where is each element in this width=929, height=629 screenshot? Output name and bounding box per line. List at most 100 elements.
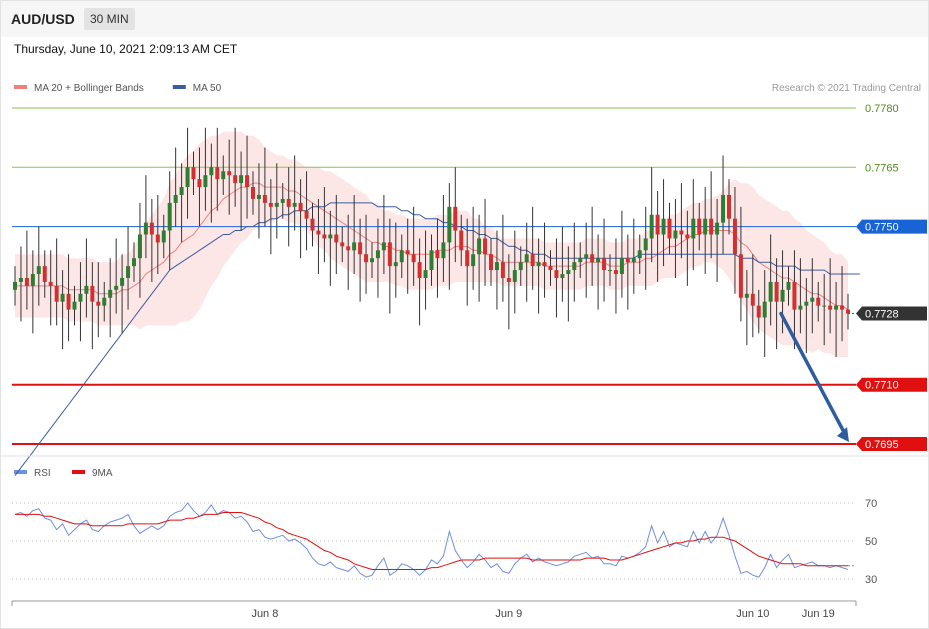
candle-body-91	[554, 270, 559, 278]
rsi-tick-70: 70	[865, 498, 877, 510]
candle-body-41	[256, 194, 261, 199]
candle-body-84	[512, 270, 517, 282]
candle-body-3	[30, 274, 35, 286]
candle-body-136	[822, 305, 827, 307]
candle-body-5	[42, 266, 47, 282]
candle-body-6	[48, 281, 53, 286]
candle-body-48	[298, 202, 303, 211]
candle-body-50	[310, 218, 315, 231]
candle-body-20	[132, 258, 136, 267]
candle-body-140	[846, 309, 850, 314]
candle-body-16	[108, 289, 113, 298]
candle-body-15	[102, 297, 107, 306]
legend-swatch-1	[172, 85, 186, 89]
rsi-line	[14, 502, 849, 578]
rsi-legend-swatch-1	[72, 470, 85, 474]
candle-body-126	[762, 301, 767, 318]
candle-body-96	[584, 254, 589, 259]
candle-body-38	[239, 175, 244, 184]
candle-body-125	[756, 305, 761, 318]
candle-body-108	[655, 214, 660, 235]
candle-body-134	[810, 297, 815, 302]
candle-body-42	[262, 194, 267, 203]
x-axis: Jun 8 Jun 9 Jun 10 Jun 19	[11, 600, 857, 620]
candle-body-130	[786, 281, 791, 290]
level-label-0-7695: 0.7695	[865, 439, 899, 451]
candle-body-116	[703, 218, 708, 235]
candle-body-25	[161, 230, 166, 243]
candle-body-82	[500, 262, 505, 278]
candle-body-21	[137, 234, 142, 259]
forecast-arrow-shaft	[779, 311, 847, 436]
candle-body-1	[18, 277, 23, 282]
candle-body-70	[429, 250, 434, 271]
candle-body-79	[483, 238, 488, 255]
level-label-0-7750: 0.7750	[865, 222, 899, 234]
candle-body-75	[459, 230, 464, 251]
candle-body-128	[774, 281, 779, 302]
candle-body-117	[709, 218, 714, 235]
candle-body-78	[477, 238, 482, 255]
x-tick-1: Jun 9	[495, 608, 522, 620]
rsi-legend-swatch-0	[14, 470, 27, 474]
candle-body-85	[518, 262, 523, 271]
candle-body-77	[471, 254, 476, 267]
candle-body-72	[441, 242, 446, 259]
candle-body-112	[679, 230, 684, 235]
rsi-legend-label-0: RSI	[34, 468, 51, 479]
level-tag-0-7750	[856, 219, 927, 234]
candle-body-132	[798, 305, 803, 310]
candle-body-101	[613, 270, 618, 275]
candle-body-11	[78, 293, 83, 302]
candle-body-64	[393, 262, 398, 267]
credit-text: Research © 2021 Trading Central	[772, 83, 921, 94]
candle-body-106	[643, 238, 648, 251]
rsi-tick-50: 50	[865, 536, 877, 548]
candle-body-115	[697, 218, 702, 235]
level-label-0-7728: 0.7728	[865, 309, 899, 321]
x-tick-2: Jun 10	[736, 608, 769, 620]
candle-body-46	[286, 198, 291, 207]
level-tag-0-7695	[856, 437, 927, 451]
candle-body-22	[143, 222, 148, 235]
legend-swatch-0	[14, 85, 27, 89]
price-level-labels: 0.7780 0.7765 0.7750 0.7728 0.7710 0.7695	[856, 103, 927, 451]
candle-body-52	[322, 234, 327, 239]
forecast-arrow	[779, 311, 849, 442]
candle-body-119	[721, 194, 726, 223]
candle-body-57	[352, 242, 357, 251]
candle-body-26	[167, 202, 172, 231]
candle-body-92	[560, 274, 565, 278]
rsi-panel: 70 50 30	[1, 455, 928, 586]
chart-datetime: Thursday, June 10, 2021 2:09:13 AM CET	[14, 42, 238, 56]
level-label-0-7780: 0.7780	[865, 103, 899, 115]
timeframe-button[interactable]: 30 MIN	[84, 8, 135, 30]
candle-body-131	[792, 281, 797, 310]
candle-body-89	[542, 262, 547, 267]
candle-body-87	[530, 254, 535, 267]
candle-body-110	[667, 218, 672, 239]
candle-body-44	[274, 202, 279, 207]
rsi-legend: RSI 9MA	[14, 468, 113, 479]
candle-body-24	[155, 234, 160, 243]
candle-body-28	[179, 187, 184, 195]
candle-body-7	[54, 285, 59, 302]
candle-body-45	[280, 198, 285, 203]
candle-body-47	[292, 202, 297, 207]
candle-body-69	[423, 270, 428, 278]
candle-body-135	[816, 297, 821, 306]
candle-body-9	[66, 293, 71, 310]
rsi-legend-label-1: 9MA	[92, 468, 113, 479]
candle-body-27	[173, 194, 178, 203]
candle-body-60	[370, 258, 374, 263]
candle-body-2	[24, 277, 29, 286]
x-tick-3: Jun 19	[802, 608, 835, 620]
x-tick-0: Jun 8	[251, 608, 278, 620]
candle-body-80	[489, 254, 493, 271]
candle-body-37	[233, 175, 238, 184]
candle-body-103	[625, 258, 630, 263]
candle-body-49	[304, 210, 309, 219]
candle-body-137	[828, 305, 833, 310]
candle-body-14	[96, 301, 101, 306]
